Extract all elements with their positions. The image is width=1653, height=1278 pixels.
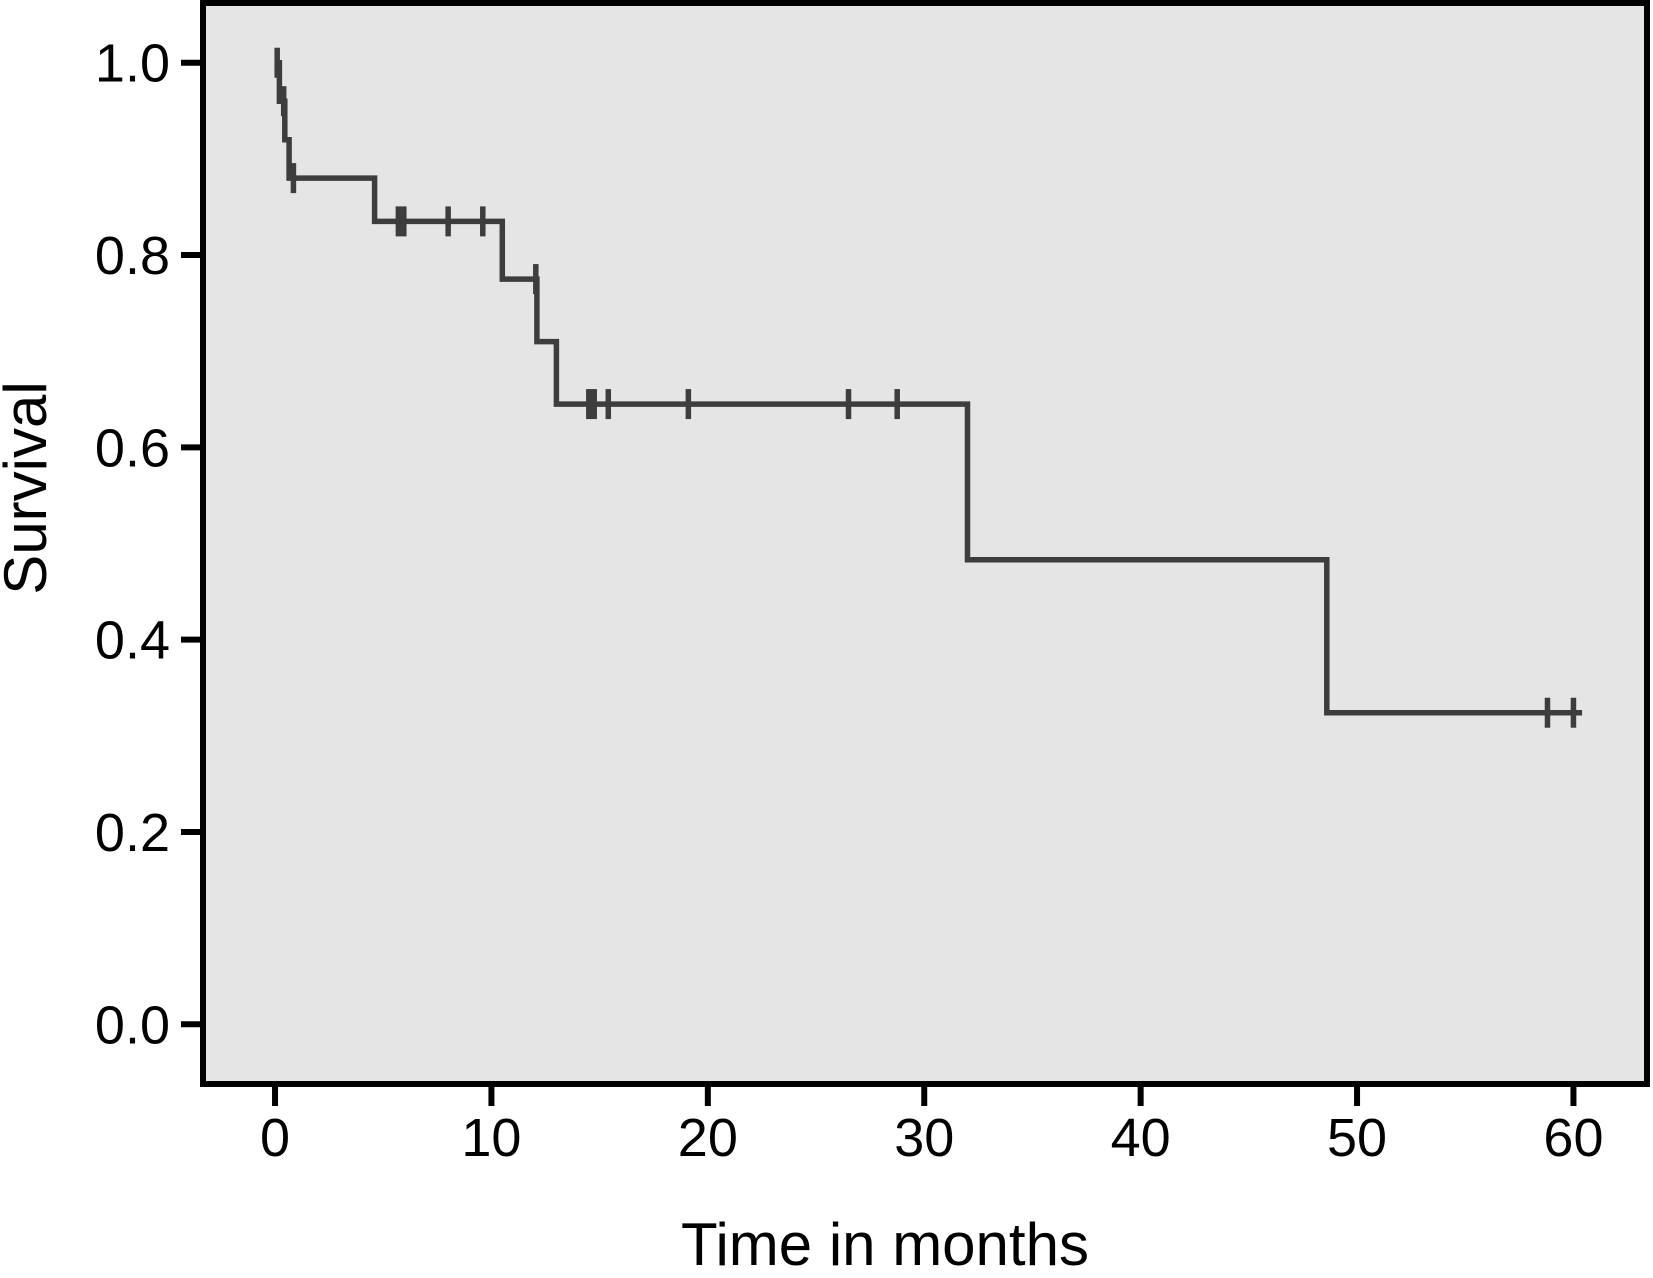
x-tick-label: 20	[678, 1108, 738, 1168]
x-axis-title: Time in months	[681, 1211, 1089, 1278]
y-tick-label: 0.2	[95, 803, 170, 863]
y-tick-label: 0.8	[95, 226, 170, 286]
x-tick-label: 10	[461, 1108, 521, 1168]
y-axis-ticks	[181, 59, 200, 1028]
y-tick-label: 0.4	[95, 611, 170, 671]
x-axis-tick-labels: 0 10 20 30 40 50 60	[260, 1108, 1603, 1168]
censor-marks	[274, 47, 1577, 728]
x-tick-label: 60	[1543, 1108, 1603, 1168]
x-tick-label: 40	[1111, 1108, 1171, 1168]
y-tick-label: 1.0	[95, 34, 170, 94]
x-tick-label: 0	[260, 1108, 290, 1168]
x-tick-label: 50	[1327, 1108, 1387, 1168]
plot-area	[200, 0, 1650, 1087]
y-tick-label: 0.0	[95, 995, 170, 1055]
y-axis-title: Survival	[0, 381, 59, 594]
x-axis-ticks	[272, 1087, 1577, 1106]
y-axis-tick-labels: 0.0 0.2 0.4 0.6 0.8 1.0	[95, 34, 170, 1056]
y-tick-label: 0.6	[95, 418, 170, 478]
x-tick-label: 30	[894, 1108, 954, 1168]
